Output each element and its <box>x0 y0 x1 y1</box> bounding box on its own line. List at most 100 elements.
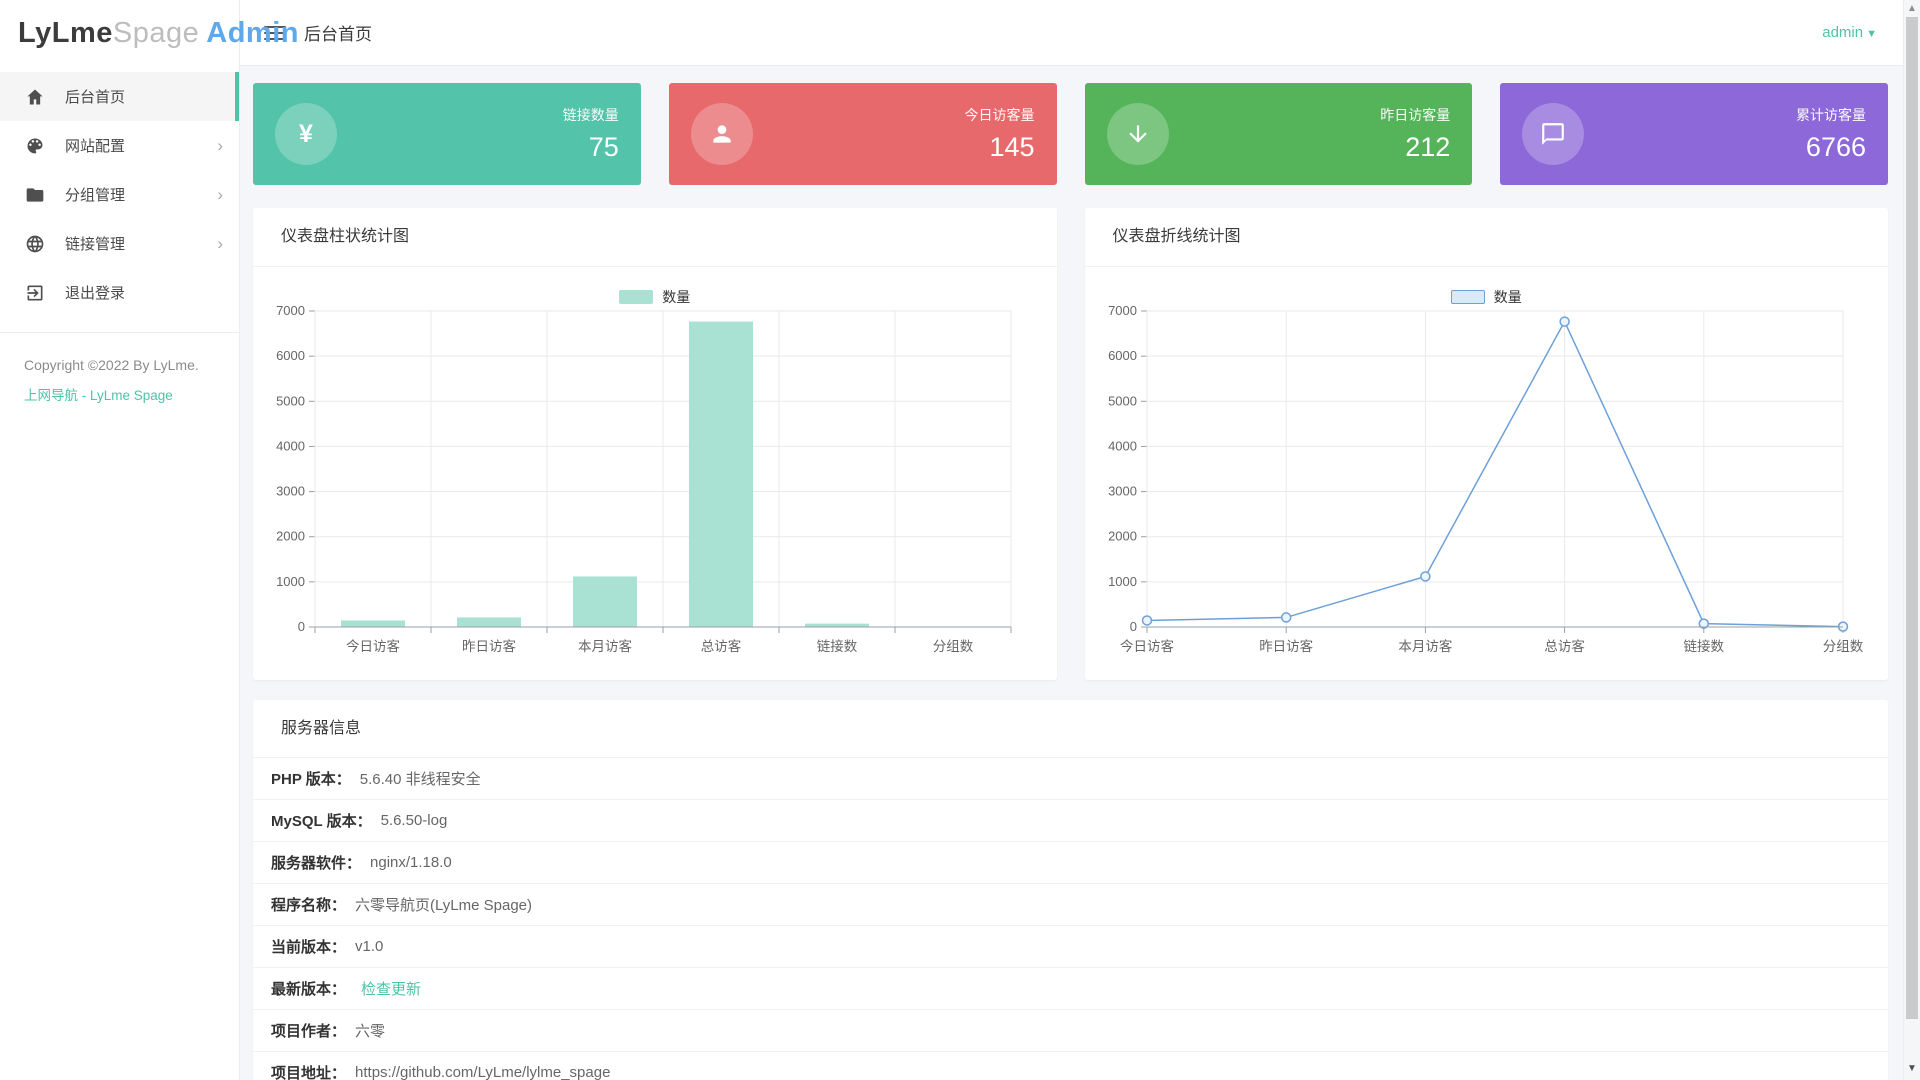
sidebar-item-group-manage[interactable]: 分组管理 › <box>0 170 239 219</box>
check-update-link[interactable]: 检查更新 <box>361 981 422 998</box>
sidebar-item-dashboard[interactable]: 后台首页 <box>0 72 239 121</box>
sidebar: LyLme Spage Admin 后台首页 网站配置 › 分组管理 › 链接管理 … <box>0 0 298 1080</box>
svg-text:0: 0 <box>298 619 305 634</box>
admin-user-dropdown[interactable]: admin ▼ <box>1822 24 1877 41</box>
svg-text:0: 0 <box>1129 619 1136 634</box>
bar-chart-canvas: 数量 0 1000 2000 3000 4000 5000 6000 7000 今日访客 昨日访客… <box>253 267 1057 679</box>
yen-icon: ¥ <box>275 103 337 165</box>
sidebar-item-link-manage[interactable]: 链接管理 › <box>0 219 239 268</box>
caret-down-icon: ▼ <box>1866 28 1877 40</box>
app-logo: LyLme Spage Admin <box>0 0 298 66</box>
palette-icon <box>25 136 45 156</box>
logo-part-spage: Spage <box>112 16 200 49</box>
line-chart-panel: 仪表盘折线统计图 数量 0 1000 2000 3000 4000 5000 6000 700… <box>1084 208 1889 680</box>
logo-part-admin: Admin <box>206 16 299 49</box>
stat-card-label: 昨日访客量 <box>1380 107 1451 123</box>
stat-card-today-visitors: 今日访客量 145 <box>668 83 1057 185</box>
info-row-author: 项目作者： 六零 <box>253 1010 1888 1052</box>
bar-chart-panel: 仪表盘柱状统计图 数量 0 1000 2000 3000 4000 5000 6000 700… <box>253 208 1057 680</box>
sidebar-menu: 后台首页 网站配置 › 分组管理 › 链接管理 › 退出登录 <box>0 66 239 317</box>
stat-card-links: ¥ 链接数量 75 <box>253 83 641 185</box>
copyright-text: Copyright ©2022 By LyLme. <box>24 357 199 373</box>
svg-text:2000: 2000 <box>276 529 305 544</box>
globe-icon <box>25 234 45 254</box>
sidebar-item-label: 链接管理 <box>65 236 126 253</box>
sidebar-divider <box>0 332 239 333</box>
scrollbar-up-arrow-icon[interactable]: ▲ <box>1907 3 1917 14</box>
svg-text:6000: 6000 <box>276 348 305 363</box>
svg-text:1000: 1000 <box>1108 574 1137 589</box>
info-row-php: PHP 版本： 5.6.40 非线程安全 <box>253 758 1888 800</box>
nav-site-link[interactable]: 上网导航 - LyLme Spage <box>24 388 173 403</box>
sidebar-item-label: 退出登录 <box>65 285 126 302</box>
line-chart-legend[interactable]: 数量 <box>1085 287 1889 307</box>
scrollbar-down-arrow-icon[interactable]: ▼ <box>1907 1063 1917 1074</box>
svg-text:4000: 4000 <box>276 438 305 453</box>
svg-text:3000: 3000 <box>1108 484 1137 499</box>
stat-cards-row: ¥ 链接数量 75 今日访客量 145 昨日访客量 212 累计访客量 <box>253 83 1888 185</box>
svg-text:本月访客: 本月访客 <box>578 638 632 654</box>
sidebar-item-label: 网站配置 <box>65 138 126 155</box>
charts-row: 仪表盘柱状统计图 数量 0 1000 2000 3000 4000 5000 6000 700… <box>253 208 1888 680</box>
svg-text:分组数: 分组数 <box>933 639 974 654</box>
svg-text:链接数: 链接数 <box>817 638 858 654</box>
svg-text:6000: 6000 <box>1108 348 1137 363</box>
svg-text:昨日访客: 昨日访客 <box>462 638 516 654</box>
stat-card-value: 75 <box>588 132 619 162</box>
svg-text:7000: 7000 <box>276 303 305 318</box>
svg-text:7000: 7000 <box>1108 303 1137 318</box>
legend-label: 数量 <box>1493 289 1522 305</box>
line-chart-title: 仪表盘折线统计图 <box>1084 208 1888 267</box>
scrollbar-thumb[interactable] <box>1906 17 1918 1019</box>
svg-text:4000: 4000 <box>1108 438 1137 453</box>
stat-card-value: 212 <box>1405 132 1451 162</box>
svg-text:3000: 3000 <box>276 484 305 499</box>
logout-icon <box>25 283 45 303</box>
svg-text:本月访客: 本月访客 <box>1398 638 1452 654</box>
stat-card-total-visitors: 累计访客量 6766 <box>1500 83 1888 185</box>
stat-card-label: 链接数量 <box>562 107 619 123</box>
stat-card-label: 累计访客量 <box>1796 107 1866 123</box>
vertical-scrollbar[interactable]: ▲ ▼ <box>1903 0 1920 1080</box>
sidebar-item-logout[interactable]: 退出登录 <box>0 268 239 317</box>
sidebar-item-site-config[interactable]: 网站配置 › <box>0 121 239 170</box>
main-content: ¥ 链接数量 75 今日访客量 145 昨日访客量 212 累计访客量 <box>240 66 1903 1080</box>
chat-bubble-icon <box>1522 103 1585 165</box>
svg-text:昨日访客: 昨日访客 <box>1259 638 1314 654</box>
svg-text:分组数: 分组数 <box>1822 639 1863 654</box>
chevron-right-icon: › <box>217 136 223 155</box>
svg-text:链接数: 链接数 <box>1683 638 1724 654</box>
home-icon <box>25 87 45 107</box>
server-info-title: 服务器信息 <box>253 700 1888 758</box>
hamburger-menu-icon[interactable] <box>264 22 286 44</box>
logo-part-lylme: LyLme <box>18 16 113 49</box>
svg-text:今日访客: 今日访客 <box>346 638 400 654</box>
stat-card-value: 145 <box>989 132 1035 162</box>
server-info-panel: 服务器信息 PHP 版本： 5.6.40 非线程安全 MySQL 版本： 5.6… <box>253 700 1888 1080</box>
stat-card-value: 6766 <box>1805 132 1866 162</box>
svg-text:5000: 5000 <box>276 393 305 408</box>
sidebar-item-label: 后台首页 <box>65 89 126 106</box>
info-row-mysql: MySQL 版本： 5.6.50-log <box>253 800 1888 842</box>
info-row-project-url: 项目地址： https://github.com/LyLme/lylme_spa… <box>253 1052 1888 1080</box>
page-title: 后台首页 <box>304 25 372 44</box>
topbar: 后台首页 admin ▼ <box>240 0 1903 66</box>
person-icon <box>690 103 753 165</box>
bar-chart-svg: 0 1000 2000 3000 4000 5000 6000 7000 今日访客 昨日访客 本月访… <box>276 303 1012 654</box>
bar-chart-legend[interactable]: 数量 <box>253 287 1057 307</box>
arrow-down-icon <box>1106 103 1169 165</box>
legend-label: 数量 <box>662 289 691 305</box>
svg-text:5000: 5000 <box>1108 393 1137 408</box>
legend-swatch <box>619 290 654 304</box>
svg-text:1000: 1000 <box>276 574 305 589</box>
info-row-latest-version: 最新版本： 检查更新 <box>253 968 1888 1010</box>
legend-swatch <box>1450 290 1485 304</box>
info-row-current-version: 当前版本： v1.0 <box>253 926 1888 968</box>
bar-chart-title: 仪表盘柱状统计图 <box>253 208 1057 267</box>
svg-text:总访客: 总访客 <box>1544 638 1585 654</box>
line-chart-svg: 0 1000 2000 3000 4000 5000 6000 7000 今日访客 昨日访客 本月访… <box>1108 303 1864 654</box>
info-row-program-name: 程序名称： 六零导航页(LyLme Spage) <box>253 884 1888 926</box>
svg-text:2000: 2000 <box>1108 529 1137 544</box>
svg-text:总访客: 总访客 <box>701 638 742 654</box>
stat-card-yesterday-visitors: 昨日访客量 212 <box>1084 83 1473 185</box>
